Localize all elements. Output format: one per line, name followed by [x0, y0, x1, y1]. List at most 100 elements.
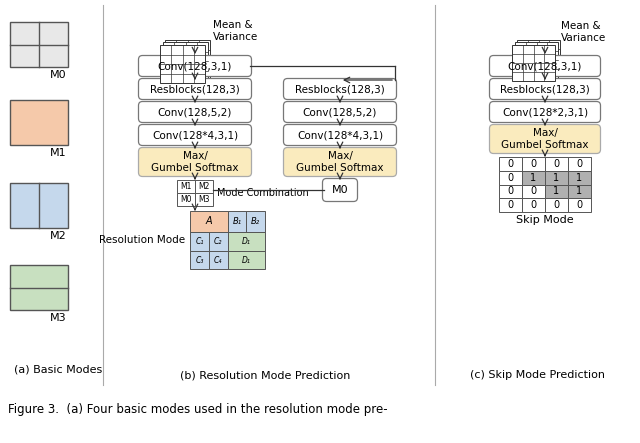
Bar: [165, 40, 210, 78]
Bar: [499, 184, 522, 198]
Bar: [163, 42, 208, 80]
Text: M2: M2: [198, 182, 210, 191]
Bar: [10, 22, 68, 67]
Text: 1: 1: [577, 187, 582, 196]
Text: Resblocks(128,3): Resblocks(128,3): [295, 84, 385, 94]
Bar: [499, 157, 522, 171]
FancyBboxPatch shape: [284, 124, 397, 145]
Text: Max/
Gumbel Softmax: Max/ Gumbel Softmax: [501, 128, 589, 150]
FancyBboxPatch shape: [490, 55, 600, 77]
Text: 0: 0: [577, 200, 582, 210]
Bar: [10, 265, 68, 310]
Text: C₄: C₄: [214, 256, 222, 264]
Bar: [209, 251, 227, 269]
Text: M2: M2: [50, 231, 67, 241]
Text: M0: M0: [50, 70, 67, 80]
Bar: [545, 171, 568, 184]
Bar: [177, 180, 195, 193]
FancyBboxPatch shape: [138, 101, 252, 123]
Bar: [190, 232, 209, 251]
Text: M1: M1: [50, 148, 67, 158]
Bar: [545, 184, 568, 198]
Text: 0: 0: [508, 173, 513, 183]
Bar: [209, 232, 227, 251]
Bar: [160, 45, 205, 83]
Bar: [190, 251, 209, 269]
Text: Mean &
Variance: Mean & Variance: [561, 21, 606, 43]
Text: Mean &
Variance: Mean & Variance: [213, 20, 259, 42]
Text: (b) Resolution Mode Prediction: (b) Resolution Mode Prediction: [180, 370, 350, 380]
Bar: [568, 184, 591, 198]
Text: Conv(128*2,3,1): Conv(128*2,3,1): [502, 107, 588, 117]
Text: Conv(128*4,3,1): Conv(128*4,3,1): [152, 130, 238, 140]
Text: (c) Skip Mode Prediction: (c) Skip Mode Prediction: [470, 370, 605, 380]
Bar: [246, 211, 265, 232]
Bar: [515, 42, 558, 78]
Bar: [522, 171, 545, 184]
Text: D₁: D₁: [242, 237, 251, 246]
FancyBboxPatch shape: [138, 124, 252, 145]
Bar: [190, 211, 227, 232]
Text: M3: M3: [50, 313, 67, 323]
FancyBboxPatch shape: [284, 148, 397, 176]
Text: Skip Mode: Skip Mode: [516, 215, 574, 225]
Text: Conv(128,5,2): Conv(128,5,2): [158, 107, 232, 117]
Bar: [227, 251, 265, 269]
Text: Conv(128*4,3,1): Conv(128*4,3,1): [297, 130, 383, 140]
Text: 0: 0: [577, 159, 582, 169]
Bar: [227, 211, 246, 232]
Text: 0: 0: [531, 187, 536, 196]
Text: C₂: C₂: [214, 237, 222, 246]
Text: C₃: C₃: [195, 256, 204, 264]
Text: A: A: [205, 217, 212, 226]
Text: C₁: C₁: [195, 237, 204, 246]
FancyBboxPatch shape: [490, 124, 600, 154]
FancyBboxPatch shape: [490, 78, 600, 100]
Text: Mode Combination: Mode Combination: [217, 188, 308, 198]
Bar: [499, 171, 522, 184]
Bar: [522, 184, 545, 198]
Text: 0: 0: [531, 200, 536, 210]
Bar: [227, 232, 265, 251]
Bar: [512, 45, 555, 81]
Text: M3: M3: [198, 195, 210, 204]
Bar: [195, 193, 213, 206]
Text: 1: 1: [577, 173, 582, 183]
Text: Conv(128,3,1): Conv(128,3,1): [158, 61, 232, 71]
Text: Figure 3.  (a) Four basic modes used in the resolution mode pre-: Figure 3. (a) Four basic modes used in t…: [8, 404, 388, 416]
FancyBboxPatch shape: [323, 179, 358, 202]
Text: 1: 1: [554, 173, 559, 183]
FancyBboxPatch shape: [284, 101, 397, 123]
Text: M1: M1: [180, 182, 192, 191]
FancyBboxPatch shape: [284, 78, 397, 100]
Text: 0: 0: [531, 159, 536, 169]
Bar: [195, 180, 213, 193]
Text: 1: 1: [531, 173, 536, 183]
Text: B₂: B₂: [251, 217, 260, 226]
Text: 0: 0: [508, 200, 513, 210]
Text: 1: 1: [554, 187, 559, 196]
Text: Resblocks(128,3): Resblocks(128,3): [150, 84, 240, 94]
Text: 0: 0: [554, 159, 559, 169]
Bar: [522, 198, 545, 212]
Text: (a) Basic Modes: (a) Basic Modes: [14, 365, 102, 375]
Text: 0: 0: [508, 187, 513, 196]
Text: D₁: D₁: [242, 256, 251, 264]
FancyBboxPatch shape: [490, 101, 600, 123]
FancyBboxPatch shape: [138, 148, 252, 176]
Text: 0: 0: [554, 200, 559, 210]
FancyBboxPatch shape: [138, 78, 252, 100]
Text: Resolution Mode: Resolution Mode: [99, 235, 185, 245]
Bar: [568, 157, 591, 171]
Bar: [522, 157, 545, 171]
Bar: [568, 198, 591, 212]
Text: Resblocks(128,3): Resblocks(128,3): [500, 84, 590, 94]
Text: Max/
Gumbel Softmax: Max/ Gumbel Softmax: [151, 151, 239, 173]
FancyBboxPatch shape: [138, 55, 252, 77]
Bar: [10, 100, 68, 145]
Text: Conv(128,3,1): Conv(128,3,1): [508, 61, 582, 71]
Bar: [10, 183, 68, 228]
Bar: [545, 198, 568, 212]
Text: B₁: B₁: [232, 217, 241, 226]
Bar: [177, 193, 195, 206]
